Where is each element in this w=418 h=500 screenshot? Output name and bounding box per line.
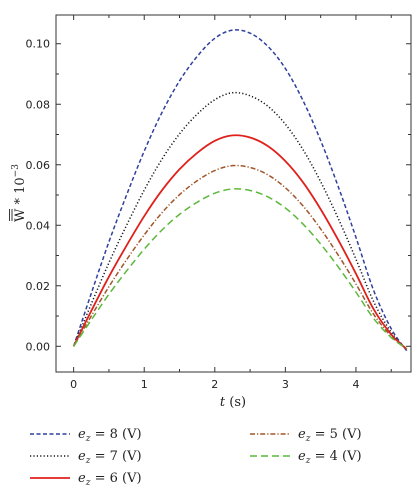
legend-label: ez = 7 (V) <box>78 449 142 466</box>
x-tick-label: 1 <box>141 378 148 391</box>
series-line-5 <box>73 188 408 350</box>
series-line-2 <box>72 91 408 351</box>
legend-item: ez = 7 (V) <box>30 449 142 466</box>
legend-item: ez = 6 (V) <box>30 471 142 488</box>
legend-label: ez = 6 (V) <box>78 471 142 488</box>
plot-frame <box>55 14 412 373</box>
legend-item: ez = 5 (V) <box>250 427 362 444</box>
y-tick-label: 0.10 <box>26 38 51 51</box>
legend-item: ez = 4 (V) <box>250 449 362 466</box>
legend-item: ez = 8 (V) <box>30 427 142 444</box>
x-tick-label: 3 <box>282 378 289 391</box>
x-tick-label: 4 <box>352 378 359 391</box>
y-axis-label: W * 10−3 <box>9 164 28 222</box>
series-line-1 <box>72 29 408 352</box>
x-axis-label: t (s) <box>220 395 246 410</box>
y-tick-label: 0.02 <box>26 280 51 293</box>
y-tick-label: 0.04 <box>26 219 51 232</box>
x-tick-label: 2 <box>211 378 218 391</box>
x-tick-label: 0 <box>70 378 77 391</box>
y-tick-label: 0.08 <box>26 98 51 111</box>
series-group <box>72 29 408 352</box>
series-line-3 <box>72 134 408 350</box>
legend-label: ez = 5 (V) <box>298 427 362 444</box>
y-tick-label: 0.06 <box>26 159 51 172</box>
legend-label: ez = 8 (V) <box>78 427 142 444</box>
axis-ticks: 0 1 2 3 4 0.00 0.02 0.04 0.06 0.08 0.10 <box>26 15 411 391</box>
legend-label: ez = 4 (V) <box>298 449 362 466</box>
y-tick-label: 0.00 <box>26 340 51 353</box>
legend: ez = 8 (V) ez = 5 (V) ez = 7 (V) ez = 4 (V)… <box>30 427 362 488</box>
svg-text:W * 10−3: W * 10−3 <box>11 164 28 222</box>
series-line-4 <box>72 164 408 350</box>
